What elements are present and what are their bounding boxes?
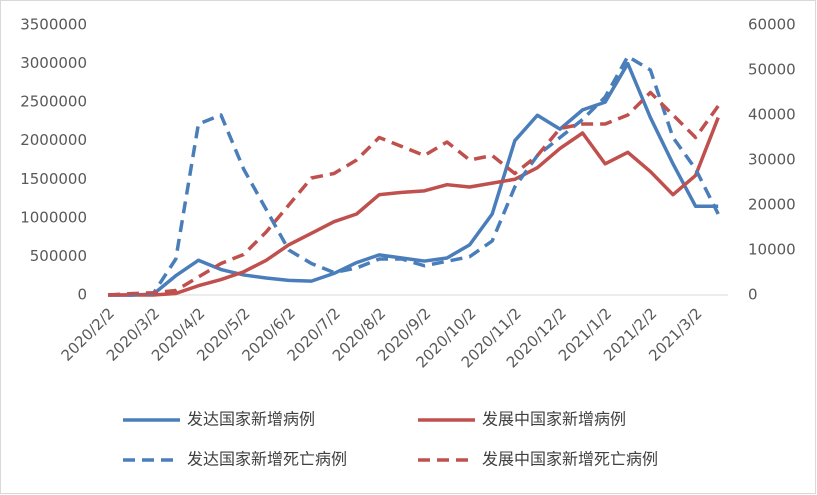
y2-tick-label: 40000 xyxy=(748,106,796,124)
y-tick-label: 3500000 xyxy=(20,16,87,34)
y-tick-label: 1500000 xyxy=(20,170,87,188)
legend-label: 发展中国家新增病例 xyxy=(482,410,626,429)
series-line xyxy=(107,90,720,297)
y2-tick-label: 50000 xyxy=(748,61,796,79)
y2-tick-label: 20000 xyxy=(748,196,796,214)
legend-label: 发展中国家新增死亡病例 xyxy=(482,450,658,469)
legend-label: 发达国家新增死亡病例 xyxy=(187,450,347,469)
y2-tick-label: 60000 xyxy=(748,16,796,34)
y2-tick-label: 10000 xyxy=(748,241,796,259)
y-tick-label: 500000 xyxy=(30,247,87,265)
y-tick-label: 2500000 xyxy=(20,93,87,111)
y-tick-label: 1000000 xyxy=(20,208,87,226)
y2-tick-label: 0 xyxy=(748,286,758,304)
series-line xyxy=(108,116,720,297)
series-line xyxy=(108,54,720,297)
y-tick-label: 3000000 xyxy=(20,54,87,72)
series-line xyxy=(108,61,719,297)
legend-label: 发达国家新增病例 xyxy=(187,410,315,429)
y2-tick-label: 30000 xyxy=(748,151,796,169)
y-tick-label: 0 xyxy=(77,286,87,304)
y-tick-label: 2000000 xyxy=(20,131,87,149)
